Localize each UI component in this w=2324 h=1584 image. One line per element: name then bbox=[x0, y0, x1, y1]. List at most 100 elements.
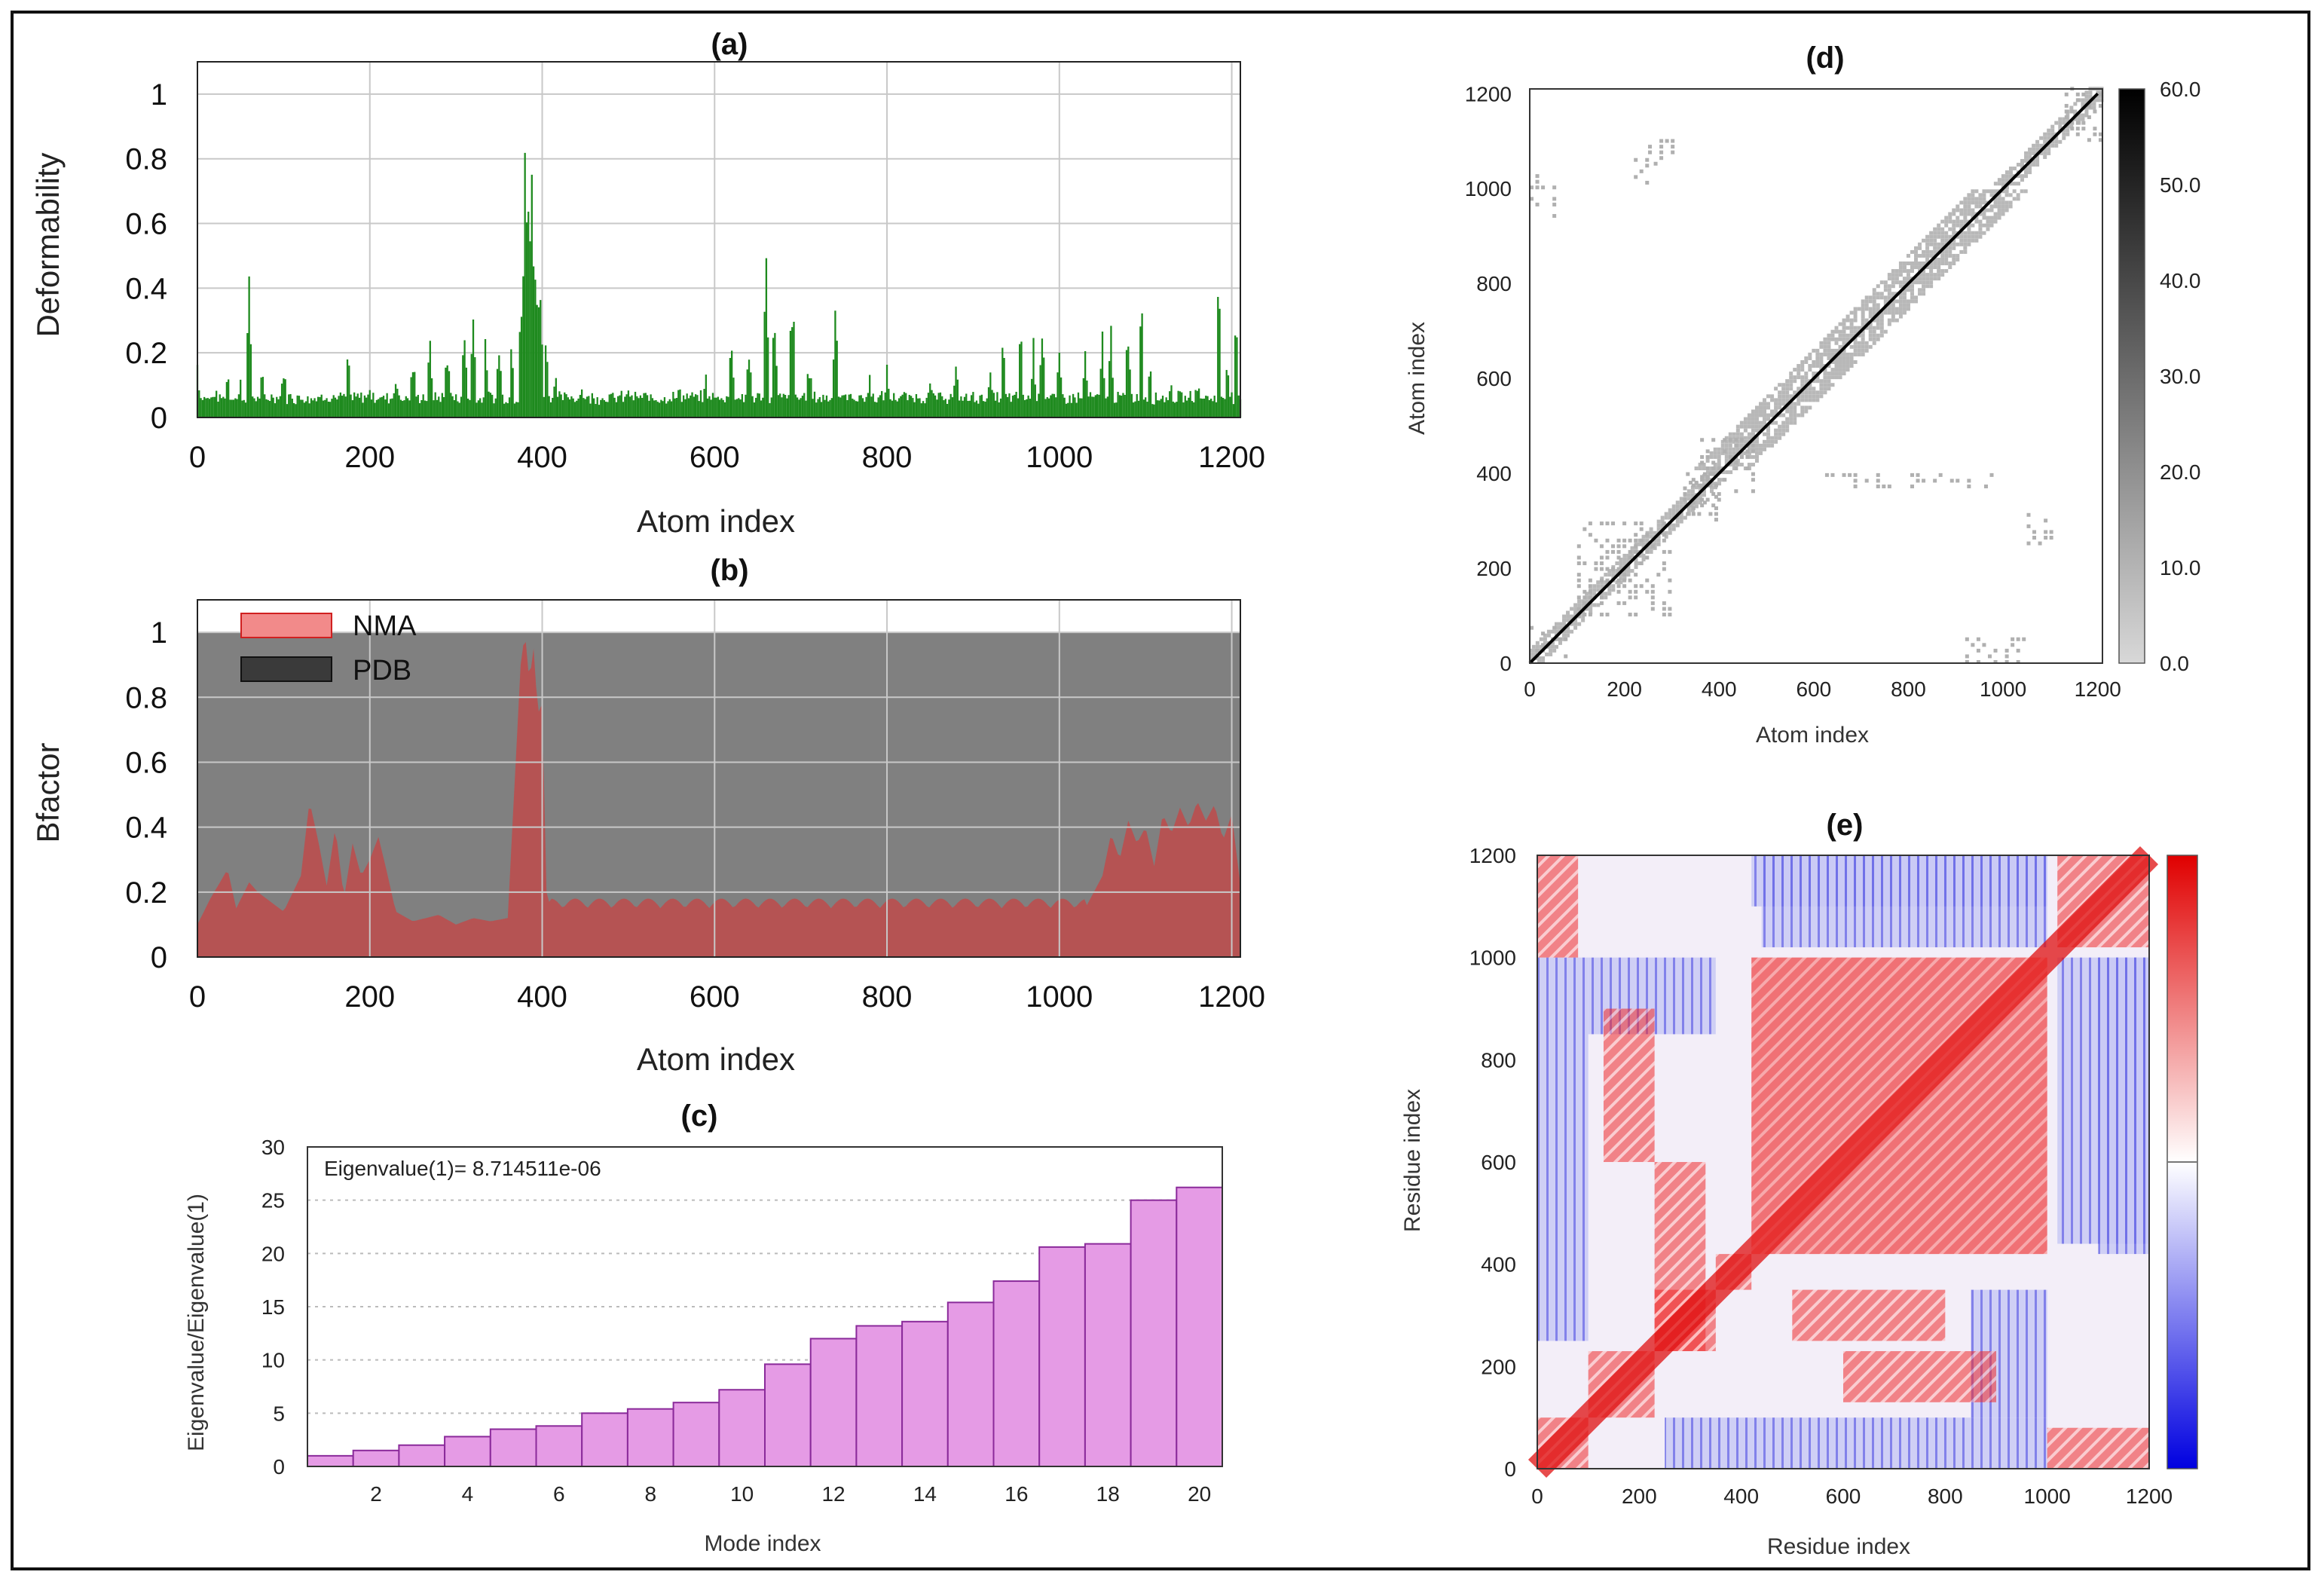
d-contact bbox=[1751, 424, 1755, 429]
d-contact bbox=[1645, 589, 1650, 594]
d-contact bbox=[1566, 610, 1570, 615]
d-contact bbox=[1535, 185, 1540, 190]
d-contact bbox=[1819, 359, 1824, 364]
d-contact bbox=[1558, 625, 1562, 630]
panel-a-deformability: (a) Deformability Atom index 0 200 400 600 8… bbox=[30, 28, 1265, 539]
d-contact bbox=[2035, 154, 2040, 159]
c-bar bbox=[672, 1402, 720, 1467]
d-contact bbox=[1552, 625, 1557, 630]
c-xtick-label: 14 bbox=[913, 1482, 937, 1506]
d-contact bbox=[1804, 398, 1809, 402]
d-contact bbox=[1659, 139, 1664, 143]
d-contact bbox=[1745, 454, 1750, 459]
e-red-region bbox=[1792, 1289, 1946, 1341]
d-contact bbox=[1982, 643, 1986, 647]
d-contact bbox=[1785, 420, 1790, 425]
d-contact bbox=[1861, 329, 1865, 334]
d-contact bbox=[1675, 500, 1680, 505]
d-contact bbox=[1650, 589, 1655, 594]
d-contact bbox=[1543, 637, 1547, 641]
d-contact bbox=[1759, 447, 1763, 451]
d-ytick-label: 400 bbox=[1476, 462, 1512, 485]
d-contact bbox=[1683, 497, 1687, 502]
e-xtick-label: 800 bbox=[1928, 1485, 1963, 1508]
d-contact bbox=[1639, 538, 1644, 543]
e-core-block bbox=[1751, 957, 2047, 1255]
d-contact bbox=[1815, 379, 1820, 384]
d-contact bbox=[2073, 102, 2078, 106]
d-contact bbox=[1948, 242, 1952, 246]
d-contact bbox=[1827, 375, 1831, 380]
d-contact bbox=[1971, 200, 1975, 205]
d-contact bbox=[1552, 214, 1557, 219]
d-contact bbox=[1619, 561, 1623, 566]
panel-e-title: (e) bbox=[1827, 809, 1864, 842]
e-ytick-label: 400 bbox=[1481, 1253, 1516, 1277]
d-contact bbox=[1830, 333, 1835, 338]
d-contact bbox=[2062, 121, 2066, 125]
d-contact bbox=[1735, 428, 1740, 433]
d-contact bbox=[1864, 479, 1869, 483]
d-contact bbox=[2062, 128, 2066, 133]
d-contact bbox=[2011, 643, 2015, 647]
d-contact bbox=[1668, 578, 1672, 583]
d-contact bbox=[2081, 121, 2086, 125]
d-contact bbox=[1599, 578, 1604, 583]
d-xtick-label: 400 bbox=[1702, 677, 1737, 701]
d-contact bbox=[1605, 549, 1610, 554]
d-contact bbox=[1628, 589, 1632, 594]
d-contact bbox=[1812, 379, 1816, 384]
d-contact bbox=[1645, 546, 1650, 550]
d-contact bbox=[1944, 246, 1949, 250]
d-contact bbox=[1848, 472, 1852, 477]
d-contact bbox=[1566, 625, 1570, 630]
c-xtick-label: 10 bbox=[730, 1482, 754, 1506]
d-contact bbox=[1599, 601, 1604, 605]
d-contact bbox=[1713, 447, 1717, 451]
d-contact bbox=[1634, 175, 1638, 179]
d-contact bbox=[1808, 387, 1812, 391]
d-contact bbox=[1734, 460, 1738, 465]
d-contact bbox=[1815, 356, 1820, 360]
d-contact bbox=[1940, 242, 1945, 246]
d-contact bbox=[1952, 212, 1956, 216]
d-contact bbox=[1728, 463, 1732, 467]
d-contact bbox=[1558, 637, 1562, 641]
d-contact bbox=[1649, 542, 1653, 546]
d-contact bbox=[1872, 299, 1876, 304]
d-contact bbox=[1876, 307, 1880, 311]
d-contact bbox=[1607, 573, 1612, 577]
d-contact bbox=[1686, 508, 1691, 512]
d-contact bbox=[1570, 607, 1574, 611]
d-contact bbox=[1717, 482, 1722, 486]
d-contact bbox=[1963, 204, 1968, 209]
d-contact bbox=[1570, 622, 1574, 626]
d-contact bbox=[1937, 261, 1941, 266]
d-contact bbox=[2017, 163, 2020, 167]
d-contact bbox=[1645, 164, 1650, 168]
d-contact bbox=[1963, 246, 1968, 250]
d-contact bbox=[1634, 549, 1638, 554]
d-contact bbox=[1702, 482, 1706, 486]
d-contact bbox=[1902, 261, 1907, 266]
d-contact bbox=[2050, 139, 2055, 144]
d-contact bbox=[1948, 246, 1952, 250]
d-contact bbox=[1819, 383, 1824, 387]
d-contact bbox=[1891, 303, 1895, 307]
d-contact bbox=[2096, 98, 2100, 102]
d-contact bbox=[2066, 132, 2070, 136]
panel-b-plot-area bbox=[197, 599, 1241, 958]
b-xtick-label: 800 bbox=[862, 980, 913, 1014]
d-contact bbox=[1861, 322, 1865, 326]
d-contact bbox=[1546, 633, 1551, 638]
d-contact bbox=[1898, 284, 1903, 289]
d-contact bbox=[1823, 344, 1827, 349]
d-contact bbox=[1724, 458, 1729, 463]
d-contact bbox=[1660, 515, 1665, 520]
d-contact bbox=[2092, 105, 2096, 110]
d-contact bbox=[1804, 390, 1809, 395]
d-contact bbox=[1599, 521, 1604, 526]
d-contact bbox=[1967, 484, 1971, 488]
d-contact bbox=[1989, 208, 1994, 213]
d-contact bbox=[1785, 417, 1790, 421]
